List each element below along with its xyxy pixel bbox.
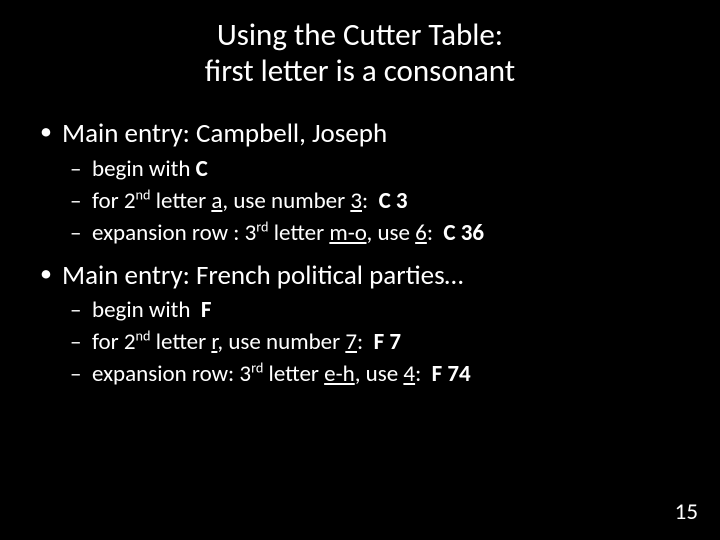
sub-bullet-text: for 2nd letter a, use number 3: C 3 [92, 187, 408, 215]
title-line-2: first letter is a consonant [28, 54, 692, 90]
bullet-item: Main entry: French political parties… be… [34, 259, 692, 390]
sub-bullet-text: expansion row : 3rd letter m-o, use 6: C… [92, 219, 484, 247]
sub-bullet-item: for 2nd letter r, use number 7: F 7 [62, 328, 692, 358]
sub-bullet-text: begin with C [92, 155, 208, 183]
sub-bullet-item: begin with C [62, 155, 692, 185]
bullet-item: Main entry: Campbell, Joseph begin with … [34, 117, 692, 248]
sub-bullet-text: for 2nd letter r, use number 7: F 7 [92, 328, 401, 356]
sub-bullet-list: begin with F for 2nd letter r, use numbe… [62, 296, 692, 390]
sub-bullet-text: expansion row: 3rd letter e-h, use 4: F … [92, 360, 471, 388]
bullet-list: Main entry: Campbell, Joseph begin with … [34, 117, 692, 390]
sub-bullet-text: begin with F [92, 296, 211, 324]
slide-title: Using the Cutter Table: first letter is … [28, 18, 692, 89]
sub-bullet-item: expansion row : 3rd letter m-o, use 6: C… [62, 219, 692, 249]
page-number: 15 [675, 498, 698, 526]
slide: Using the Cutter Table: first letter is … [0, 0, 720, 540]
title-line-1: Using the Cutter Table: [28, 18, 692, 54]
sub-bullet-item: for 2nd letter a, use number 3: C 3 [62, 187, 692, 217]
bullet-text: Main entry: French political parties… [62, 259, 463, 292]
bullet-text: Main entry: Campbell, Joseph [62, 117, 387, 150]
sub-bullet-list: begin with C for 2nd letter a, use numbe… [62, 155, 692, 249]
sub-bullet-item: begin with F [62, 296, 692, 326]
sub-bullet-item: expansion row: 3rd letter e-h, use 4: F … [62, 360, 692, 390]
slide-body: Main entry: Campbell, Joseph begin with … [28, 117, 692, 390]
